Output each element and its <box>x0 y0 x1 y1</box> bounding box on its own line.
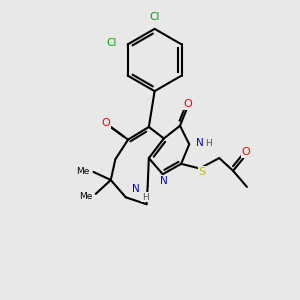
Text: Cl: Cl <box>106 38 117 48</box>
Text: Me: Me <box>76 167 90 176</box>
Text: H: H <box>142 193 149 202</box>
Text: S: S <box>198 167 206 177</box>
Text: N: N <box>132 184 140 194</box>
Text: N: N <box>196 138 203 148</box>
Text: Me: Me <box>79 192 92 201</box>
Text: N: N <box>160 176 168 186</box>
Text: O: O <box>184 99 193 109</box>
Text: Cl: Cl <box>149 12 160 22</box>
Text: O: O <box>102 118 110 128</box>
Text: O: O <box>242 147 250 157</box>
Text: H: H <box>206 139 212 148</box>
